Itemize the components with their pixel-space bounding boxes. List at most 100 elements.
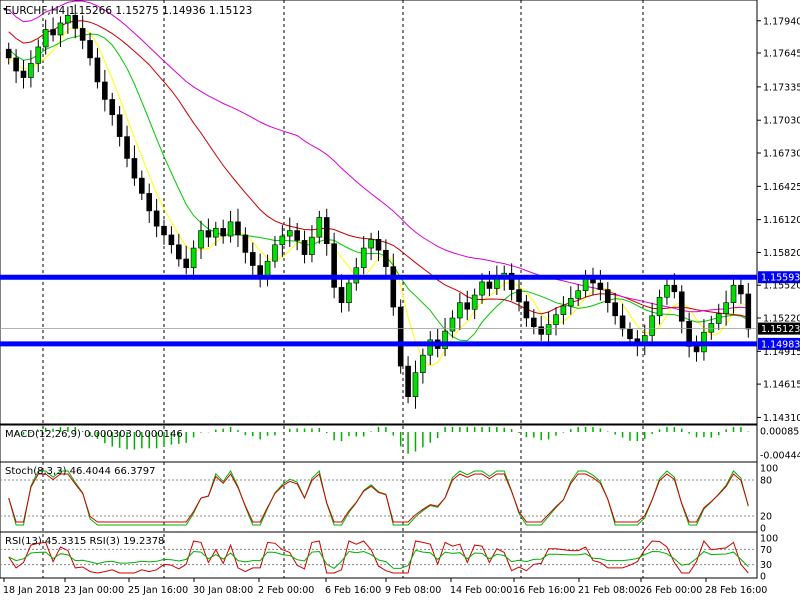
candle-body-7 <box>57 22 64 36</box>
candle-body-29 <box>220 228 226 237</box>
candle-body-43 <box>323 217 330 244</box>
macd-tick-1: -0.00444 <box>760 451 800 462</box>
candle-body-96 <box>715 313 722 324</box>
candle-body-89 <box>664 284 670 298</box>
candle-body-5 <box>42 29 49 48</box>
candle-body-91 <box>678 291 685 322</box>
candle-body-52 <box>390 266 397 308</box>
rsi-label: RSI(13) 45.3315 RSI(3) 19.2378 <box>5 536 164 547</box>
rsi-panel[interactable] <box>0 531 758 579</box>
candle-body-40 <box>301 240 308 255</box>
candle-body-66 <box>494 278 500 289</box>
candle-body-10 <box>79 28 86 41</box>
candle-body-27 <box>205 230 212 238</box>
price-label-4: 1.16730 <box>763 148 800 159</box>
macd-histogram <box>15 427 750 454</box>
candle-body-48 <box>360 247 367 269</box>
candle-body-69 <box>516 289 522 302</box>
candle-body-39 <box>294 230 300 241</box>
candle-body-20 <box>153 210 160 227</box>
candle-body-98 <box>730 284 737 304</box>
rsi13-line <box>8 549 749 570</box>
candle-body-70 <box>523 301 530 319</box>
time-label-6: 9 Feb 08:00 <box>385 585 441 596</box>
candle-body-36 <box>272 244 278 262</box>
candle-body-17 <box>131 158 138 179</box>
candle-body-9 <box>72 14 79 29</box>
candle-body-62 <box>464 302 471 310</box>
horizontal-levels[interactable]: 1.15593 1.14983 1.15123 <box>0 271 800 350</box>
level-tag-1 <box>758 337 800 350</box>
candle-body-56 <box>420 354 426 373</box>
rsi-tick-3: 0 <box>760 572 766 583</box>
price-panel[interactable] <box>0 0 758 425</box>
candle-body-90 <box>671 284 678 293</box>
candle-body-100 <box>745 293 752 330</box>
stoch-d-line <box>8 473 749 523</box>
time-label-0: 18 Jan 2018 <box>3 585 60 596</box>
candle-body-87 <box>649 315 655 336</box>
time-label-1: 23 Jan 00:00 <box>64 585 124 596</box>
price-label-8: 1.15520 <box>763 281 800 292</box>
macd-tick-0: 0.000852 <box>760 427 800 438</box>
candle-body-84 <box>627 328 633 340</box>
stoch-tick-2: 20 <box>760 512 772 523</box>
candle-body-16 <box>124 136 130 159</box>
vertical-grid <box>42 0 644 578</box>
candle-body-99 <box>738 284 744 295</box>
candle-body-65 <box>486 281 493 289</box>
time-label-5: 6 Feb 16:00 <box>325 585 381 596</box>
candle-body-42 <box>316 217 323 238</box>
candle-body-60 <box>449 317 456 332</box>
moving-average-3 <box>8 0 749 313</box>
candle-body-50 <box>375 239 382 251</box>
candle-body-30 <box>227 221 234 237</box>
price-label-6: 1.16120 <box>763 215 800 226</box>
candle-body-45 <box>338 287 345 304</box>
candle-body-22 <box>168 234 175 246</box>
candle-body-21 <box>161 225 167 236</box>
candle-body-49 <box>368 239 374 249</box>
candle-body-13 <box>102 81 108 100</box>
candle-body-73 <box>545 324 552 335</box>
candle-body-14 <box>109 99 116 116</box>
candle-body-2 <box>20 70 27 78</box>
price-label-10: 1.14915 <box>763 347 800 358</box>
candle-body-31 <box>235 221 241 236</box>
candle-body-3 <box>28 63 34 78</box>
price-label-7: 1.15820 <box>763 248 800 259</box>
time-label-3: 30 Jan 08:00 <box>193 585 253 596</box>
candle-body-88 <box>656 296 663 317</box>
price-label-1: 1.17645 <box>763 49 800 60</box>
candle-body-41 <box>309 236 315 255</box>
stoch-k-line <box>8 470 749 526</box>
candle-body-37 <box>279 235 286 246</box>
candle-body-44 <box>331 243 337 288</box>
candle-body-11 <box>87 40 93 59</box>
candle-body-51 <box>383 249 389 267</box>
rsi-tick-2: 30 <box>760 560 772 571</box>
candle-body-76 <box>567 298 574 307</box>
candle-body-82 <box>612 302 618 317</box>
candle-body-55 <box>412 372 419 397</box>
candle-body-38 <box>286 230 293 237</box>
price-label-5: 1.16425 <box>763 182 800 193</box>
stoch-lines <box>0 470 757 526</box>
stoch-tick-1: 80 <box>760 476 772 487</box>
stoch-panel[interactable] <box>0 461 758 533</box>
candle-body-83 <box>619 315 626 330</box>
price-label-3: 1.17030 <box>763 116 800 127</box>
candle-body-28 <box>212 228 219 238</box>
candle-body-0 <box>5 48 12 59</box>
price-axis: 1.17940 1.17645 1.17335 1.17030 1.16730 1.164… <box>757 16 800 424</box>
time-label-8: 16 Feb 16:00 <box>513 585 575 596</box>
candle-body-75 <box>560 305 567 316</box>
candle-body-23 <box>176 244 182 260</box>
time-label-2: 25 Jan 16:00 <box>128 585 188 596</box>
candle-body-63 <box>471 294 478 310</box>
candle-body-32 <box>242 234 249 253</box>
level-value-0: 1.15593 <box>761 273 800 284</box>
